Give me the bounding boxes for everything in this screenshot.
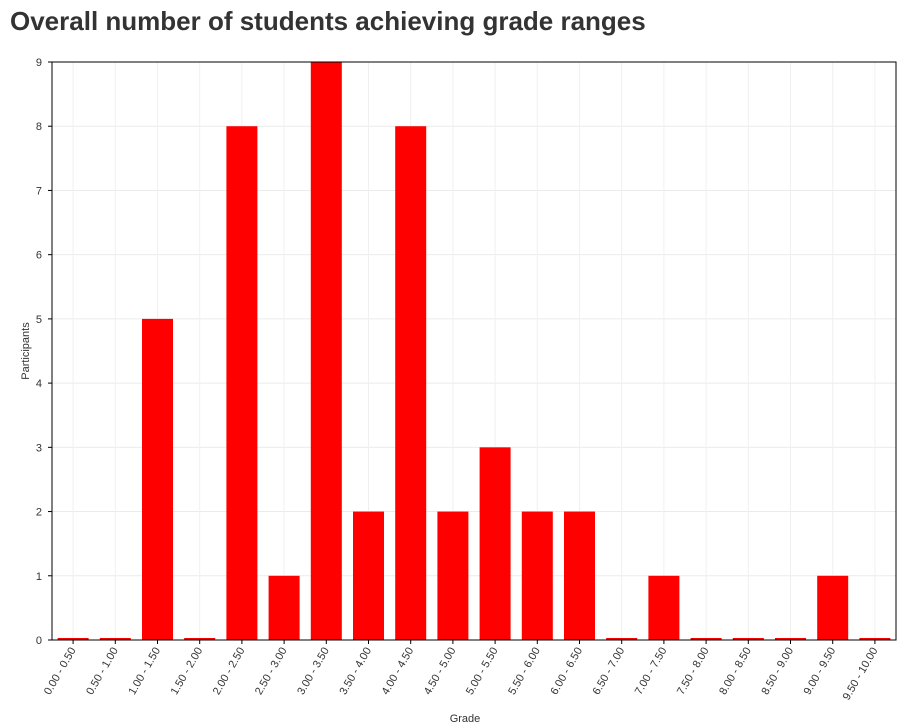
y-tick-label: 9 (36, 57, 42, 69)
y-tick-label: 2 (36, 507, 42, 519)
x-tick-labels: 0.00 - 0.50 0.50 - 1.00 1.00 - 1.50 1.50 - … (42, 640, 880, 702)
x-tick-label: 2.00 - 2.50 (211, 646, 248, 698)
bar (99, 638, 131, 640)
x-tick-label: 5.50 - 6.00 (506, 646, 543, 698)
x-tick-label: 0.50 - 1.00 (84, 646, 121, 698)
y-tick-label: 8 (36, 121, 42, 133)
x-tick-label: 9.50 - 10.00 (841, 646, 881, 703)
bar (775, 638, 806, 640)
x-tick-label: 5.00 - 5.50 (464, 646, 501, 698)
bar (564, 511, 595, 640)
bar (268, 575, 300, 640)
bar (648, 575, 680, 640)
bar (142, 318, 173, 640)
x-tick-label: 7.50 - 8.00 (675, 646, 712, 698)
bar (310, 62, 342, 640)
x-tick-label: 0.00 - 0.50 (42, 646, 79, 698)
bar (437, 511, 469, 640)
bar (732, 638, 764, 640)
x-tick-label: 1.50 - 2.00 (169, 646, 206, 698)
x-axis-label: Grade (450, 713, 481, 725)
grid-lines (52, 61, 896, 641)
y-tick-label: 0 (36, 635, 42, 647)
bar (479, 447, 511, 640)
bar (226, 126, 258, 640)
y-tick-label: 4 (36, 378, 42, 390)
x-tick-label: 7.00 - 7.50 (633, 646, 670, 698)
bar (395, 126, 427, 640)
bar (859, 638, 891, 640)
y-tick-label: 6 (36, 250, 42, 262)
bar (817, 575, 849, 640)
x-tick-label: 8.00 - 8.50 (717, 646, 754, 698)
x-tick-label: 3.50 - 4.00 (337, 646, 374, 698)
y-tick-label: 1 (36, 571, 42, 583)
bar (521, 511, 553, 640)
bar (606, 638, 638, 640)
page-title: Overall number of students achieving gra… (10, 6, 646, 36)
y-tick-label: 3 (36, 442, 42, 454)
x-tick-label: 9.00 - 9.50 (802, 646, 839, 698)
x-tick-label: 1.00 - 1.50 (126, 646, 163, 698)
bar (690, 638, 722, 640)
y-tick-labels: 0 1 2 3 4 5 6 7 8 9 (36, 57, 52, 647)
bar (184, 638, 216, 640)
bar (57, 638, 89, 640)
bar (353, 511, 384, 640)
x-tick-label: 2.50 - 3.00 (253, 646, 290, 698)
y-tick-label: 7 (36, 185, 42, 197)
y-axis-label: Participants (20, 322, 32, 380)
x-tick-label: 4.00 - 4.50 (380, 646, 417, 698)
bars (57, 62, 891, 640)
x-tick-label: 3.00 - 3.50 (295, 646, 332, 698)
y-tick-label: 5 (36, 314, 42, 326)
x-tick-label: 6.00 - 6.50 (548, 646, 585, 698)
x-tick-label: 6.50 - 7.00 (591, 646, 628, 698)
plot-frame (51, 61, 897, 641)
x-tick-label: 4.50 - 5.00 (422, 646, 459, 698)
x-tick-label: 8.50 - 9.00 (759, 646, 796, 698)
